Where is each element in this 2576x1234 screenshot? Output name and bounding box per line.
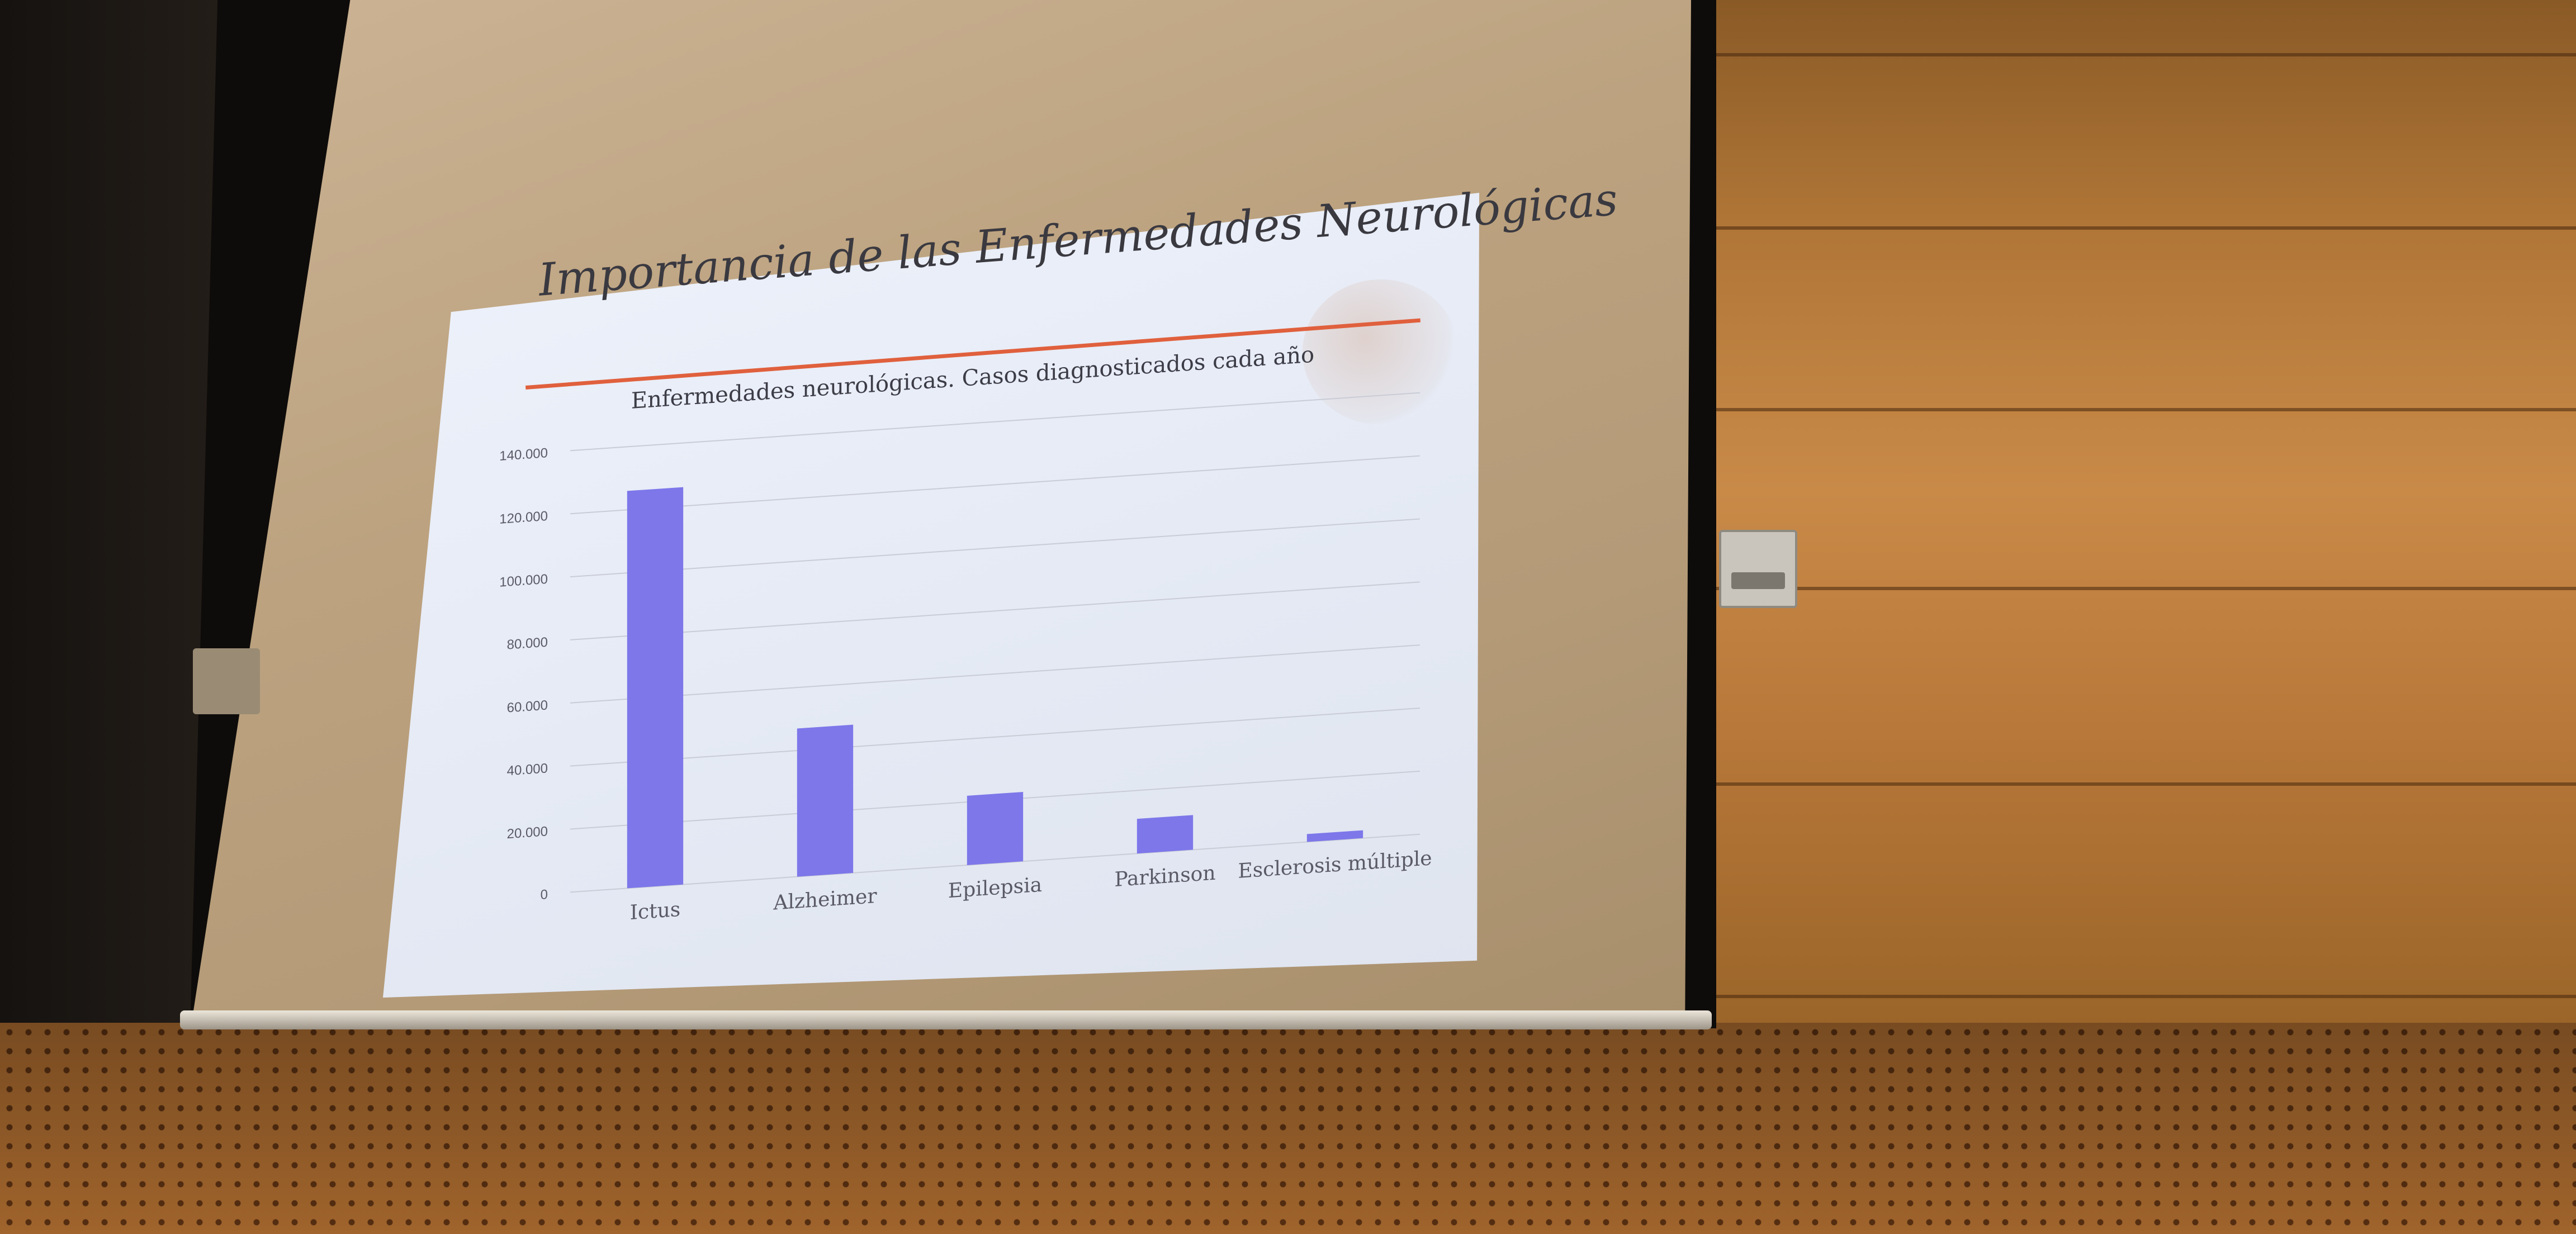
wood-plank-seam bbox=[1699, 782, 2576, 786]
wood-plank-seam bbox=[1699, 995, 2576, 998]
x-tick-label: Epilepsia bbox=[948, 874, 1042, 903]
x-tick-label: Parkinson bbox=[1114, 862, 1215, 891]
y-tick-label: 100.000 bbox=[499, 572, 548, 590]
brain-watermark-icon bbox=[1303, 279, 1459, 425]
y-tick-label: 60.000 bbox=[507, 698, 548, 716]
perforated-floor-panel bbox=[0, 1023, 2576, 1234]
x-tick-label: Ictus bbox=[630, 898, 680, 924]
gridline bbox=[570, 518, 1420, 578]
bar-alzheimer bbox=[797, 724, 854, 877]
y-tick-label: 0 bbox=[541, 887, 548, 903]
screen-bottom-bar bbox=[180, 1010, 1712, 1029]
y-tick-label: 20.000 bbox=[507, 824, 548, 842]
y-tick-label: 80.000 bbox=[507, 635, 548, 653]
gridline bbox=[570, 581, 1420, 640]
chart-bars bbox=[627, 487, 1363, 889]
projected-slide bbox=[383, 193, 1480, 998]
gridline bbox=[570, 708, 1420, 767]
y-tick-label: 140.000 bbox=[499, 445, 548, 464]
wood-plank-seam bbox=[1699, 587, 2576, 590]
bar-parkinson bbox=[1137, 815, 1194, 854]
bar-ictus bbox=[627, 487, 684, 889]
floor-shadow bbox=[0, 1023, 2576, 1234]
wood-panel-wall bbox=[1699, 0, 2576, 1023]
y-tick-label: 40.000 bbox=[507, 761, 548, 779]
wood-plank-seam bbox=[1699, 53, 2576, 56]
gridline bbox=[570, 392, 1420, 452]
wall-outlet bbox=[1719, 530, 1797, 608]
bar-esclerosis-m-ltiple bbox=[1306, 830, 1363, 842]
bar-epilepsia bbox=[967, 791, 1024, 865]
screen-bracket bbox=[193, 648, 260, 714]
x-tick-label: Alzheimer bbox=[773, 885, 877, 915]
y-axis-ticks: 0 20.000 40.000 60.000 80.000 100.000 120.000 1… bbox=[499, 445, 548, 903]
bar-chart: Enfermedades neurológicas. Casos diagnos… bbox=[499, 342, 1432, 924]
wood-plank-seam bbox=[1699, 408, 2576, 411]
gridline bbox=[570, 455, 1420, 515]
gridline bbox=[570, 644, 1420, 704]
y-tick-label: 120.000 bbox=[499, 509, 548, 527]
wood-plank-seam bbox=[1699, 226, 2576, 230]
